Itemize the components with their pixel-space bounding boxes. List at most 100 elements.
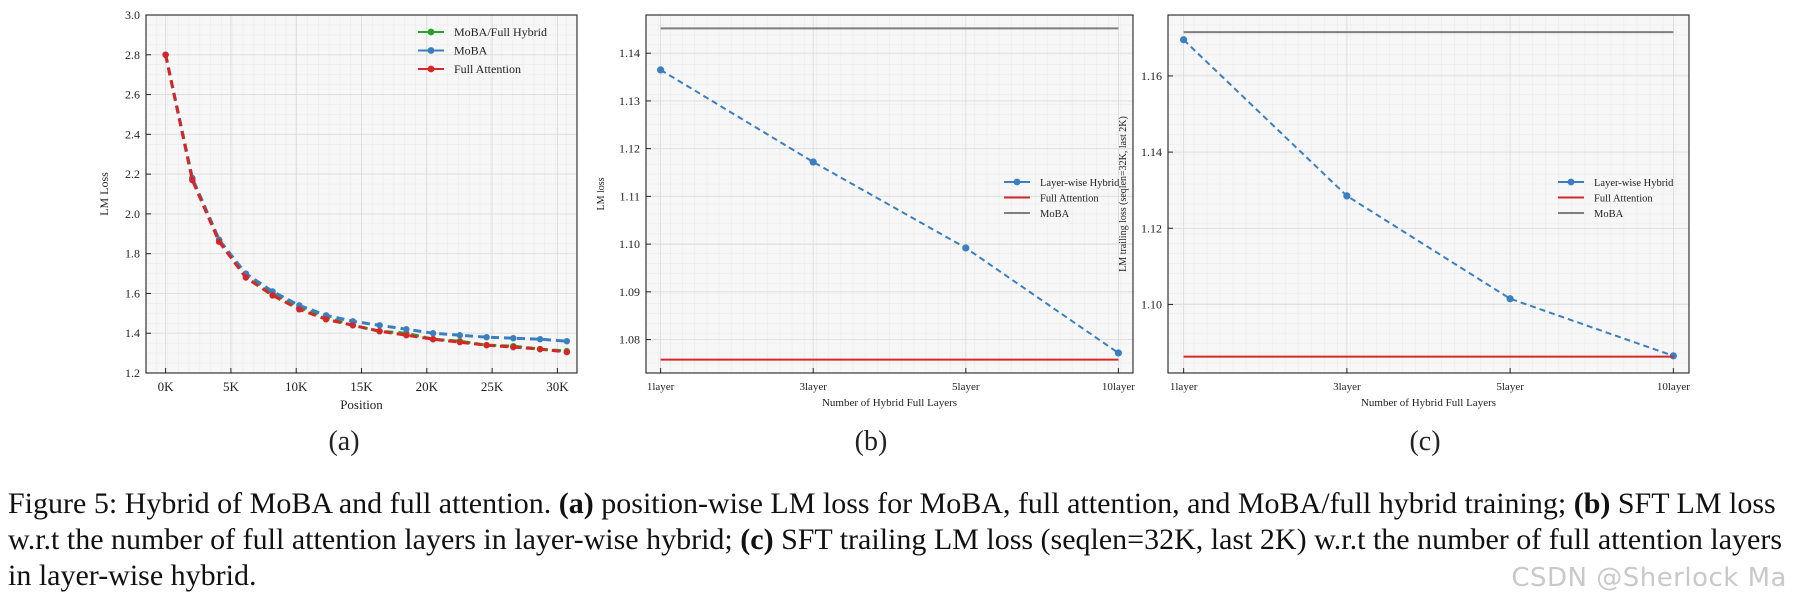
legend-label: Full Attention xyxy=(454,62,521,76)
data-point xyxy=(376,322,383,329)
data-point xyxy=(162,51,169,58)
data-point xyxy=(536,335,544,343)
axes-frame xyxy=(145,14,578,374)
data-point xyxy=(215,238,223,245)
minor-grid xyxy=(1168,15,1689,373)
x-axis-label: Number of Hybrid Full Layers xyxy=(1361,397,1496,409)
x-tick-label: 20K xyxy=(416,379,439,394)
data-point xyxy=(657,66,665,74)
legend-label: Full Attention xyxy=(1594,194,1653,205)
data-point xyxy=(456,332,464,339)
legend-swatch-marker xyxy=(427,28,435,36)
data-point xyxy=(563,337,571,345)
legend-label: Layer-wise Hybrid xyxy=(1594,178,1674,189)
x-tick-label: 1layer xyxy=(647,381,675,393)
data-point xyxy=(429,335,437,343)
x-tick-label: 0K xyxy=(158,379,175,394)
y-tick-label: 1.6 xyxy=(125,286,140,300)
data-point xyxy=(809,158,817,166)
x-tick-label: 1layer xyxy=(1170,381,1198,393)
x-axis-label: Position xyxy=(340,397,383,412)
x-tick-label: 10K xyxy=(285,379,308,394)
y-tick-label: 1.13 xyxy=(619,94,640,108)
data-point xyxy=(510,334,517,342)
data-point xyxy=(1506,295,1514,303)
data-point xyxy=(563,348,571,356)
figure: 1.2 1.4 1.6 1.8 2.0 2.2 2.4 2.6 2.8 3.0 0K 5K 10K 15K… xyxy=(97,8,1690,457)
panel-label: (b) xyxy=(855,426,888,457)
data-point xyxy=(403,326,410,333)
data-point xyxy=(1343,192,1351,200)
data-point xyxy=(322,316,330,323)
y-tick-label: 2.2 xyxy=(125,167,140,181)
data-point xyxy=(456,338,464,346)
data-point xyxy=(483,334,490,341)
chart-panel-c: 1.10 1.12 1.14 1.16 1layer 3layer 5layer 10laye… xyxy=(1118,14,1690,457)
caption-a-text: position-wise LM loss for MoBA, full att… xyxy=(593,487,1574,520)
y-axis-label: LM trailing loss (seqlen=32K, last 2K) xyxy=(1118,116,1129,272)
watermark: CSDN @Sherlock Ma xyxy=(1511,563,1787,593)
legend-swatch-marker xyxy=(427,65,435,73)
x-tick-label: 15K xyxy=(350,379,373,394)
caption-prefix: Figure 5: Hybrid of MoBA and full attent… xyxy=(8,487,559,520)
y-axis-label: LM loss xyxy=(596,177,607,210)
major-grid xyxy=(646,15,1133,373)
series-line xyxy=(164,54,567,354)
x-tick-label: 25K xyxy=(481,379,504,394)
y-tick-label: 1.8 xyxy=(125,247,140,261)
series-layer-wise-hybrid xyxy=(657,66,1122,357)
data-point xyxy=(483,341,490,349)
series-line xyxy=(660,69,1119,354)
data-point xyxy=(403,332,410,339)
data-point xyxy=(189,176,196,184)
axes-frame xyxy=(645,14,1134,374)
caption-b-label: (b) xyxy=(1573,487,1611,520)
series-full-attention xyxy=(162,51,571,356)
data-point xyxy=(1114,349,1122,357)
y-tick-label: 1.10 xyxy=(1141,297,1162,311)
data-point xyxy=(269,292,276,299)
data-point xyxy=(962,244,970,252)
legend-label: Full Attention xyxy=(1040,194,1099,205)
x-tick-label: 3layer xyxy=(799,381,827,393)
legend-swatch-marker xyxy=(1567,178,1575,186)
x-tick-label: 10layer xyxy=(1102,381,1135,393)
legend-swatch-marker xyxy=(427,47,435,54)
y-tick-label: 1.08 xyxy=(619,333,640,347)
data-point xyxy=(296,306,303,313)
y-tick-label: 1.14 xyxy=(619,46,640,60)
y-tick-label: 2.8 xyxy=(125,48,140,62)
y-tick-label: 2.4 xyxy=(125,127,140,141)
minor-grid xyxy=(646,15,1133,373)
data-point xyxy=(349,322,357,329)
x-tick-label: 5layer xyxy=(952,381,980,393)
y-tick-label: 1.11 xyxy=(619,189,640,203)
data-point xyxy=(429,330,437,337)
legend: MoBA/Full Hybrid MoBA Full Attention xyxy=(418,25,547,76)
axes-frame xyxy=(1167,14,1690,374)
y-tick-label: 1.4 xyxy=(125,326,140,340)
series-line xyxy=(1182,39,1674,357)
x-tick-label: 30K xyxy=(546,379,569,394)
caption-c-label: (c) xyxy=(740,523,774,556)
x-axis-label: Number of Hybrid Full Layers xyxy=(822,397,957,409)
y-tick-label: 2.0 xyxy=(125,207,140,221)
x-tick-label: 10layer xyxy=(1657,381,1690,393)
y-tick-label: 3.0 xyxy=(125,8,140,22)
x-tick-label: 5K xyxy=(223,379,240,394)
figure-caption: Figure 5: Hybrid of MoBA and full attent… xyxy=(8,486,1788,594)
legend-label: MoBA xyxy=(454,44,488,58)
chart-panel-b: 1.08 1.09 1.10 1.11 1.12 1.13 1.14 1layer 3layer… xyxy=(596,14,1135,457)
legend-label: MoBA/Full Hybrid xyxy=(454,25,547,39)
legend-swatch-marker xyxy=(1013,178,1021,186)
data-point xyxy=(376,328,383,335)
series-line xyxy=(164,54,567,343)
caption-c-text: SFT trailing LM loss (seqlen=32K, last 2… xyxy=(8,523,1783,592)
y-tick-label: 1.2 xyxy=(125,366,140,380)
caption-a-label: (a) xyxy=(558,487,594,520)
major-grid xyxy=(146,14,577,374)
data-point xyxy=(536,345,544,353)
data-point xyxy=(510,343,517,351)
legend: Layer-wise Hybrid Full Attention MoBA xyxy=(1004,178,1120,220)
legend: Layer-wise Hybrid Full Attention MoBA xyxy=(1558,178,1674,220)
